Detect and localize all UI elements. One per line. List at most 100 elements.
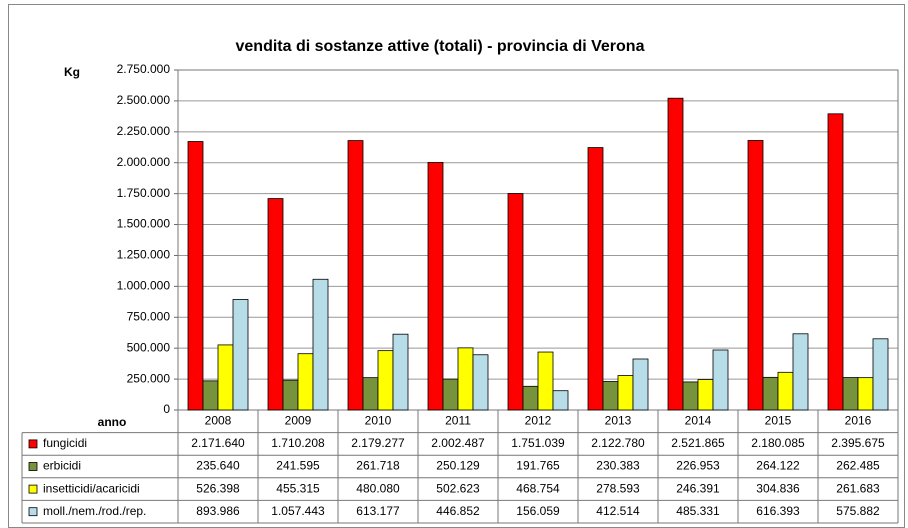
table-cell: 262.485 bbox=[836, 459, 880, 473]
table-cell: 304.836 bbox=[756, 481, 800, 495]
table-cell: 893.986 bbox=[196, 504, 240, 518]
table-cell: 246.391 bbox=[676, 481, 720, 495]
table-cell: 235.640 bbox=[196, 459, 240, 473]
bar bbox=[602, 381, 619, 411]
table-cell: 480.080 bbox=[356, 481, 400, 495]
table-cell: 230.383 bbox=[596, 459, 640, 473]
x-tick-label: 2013 bbox=[605, 413, 632, 427]
table-cell: 2.171.640 bbox=[191, 436, 245, 450]
bar bbox=[777, 371, 794, 411]
bar bbox=[587, 147, 604, 411]
table-cell: 2.521.865 bbox=[671, 436, 725, 450]
x-tick-label: 2011 bbox=[445, 413, 471, 427]
table-cell: 156.059 bbox=[516, 504, 560, 518]
bar bbox=[792, 333, 809, 411]
bar bbox=[762, 376, 779, 411]
table-cell: 226.953 bbox=[676, 459, 720, 473]
x-tick-label: 2012 bbox=[525, 413, 552, 427]
table-cell: 412.514 bbox=[596, 504, 640, 518]
table-cell: 250.129 bbox=[436, 459, 480, 473]
bar bbox=[232, 299, 249, 411]
table-cell: 264.122 bbox=[756, 459, 800, 473]
bar bbox=[457, 347, 474, 411]
bar bbox=[667, 97, 684, 411]
bar bbox=[632, 358, 649, 411]
bar bbox=[362, 377, 379, 411]
x-tick-label: 2015 bbox=[765, 413, 792, 427]
y-tick-label: 1.000.000 bbox=[117, 279, 171, 293]
table-cell: 1.710.208 bbox=[271, 436, 325, 450]
bar bbox=[377, 350, 394, 411]
bar bbox=[347, 140, 364, 411]
y-tick-label: 1.250.000 bbox=[117, 248, 171, 262]
bar bbox=[472, 354, 489, 411]
bar bbox=[537, 351, 554, 411]
bar bbox=[842, 377, 859, 411]
bar bbox=[507, 193, 524, 411]
table-cell: 613.177 bbox=[356, 504, 400, 518]
table-cell: 455.315 bbox=[276, 481, 320, 495]
y-tick-label: 2.750.000 bbox=[117, 62, 171, 76]
y-tick-label: 2.250.000 bbox=[117, 124, 171, 138]
bar bbox=[747, 140, 764, 411]
bar bbox=[617, 375, 634, 411]
table-cell: 2.179.277 bbox=[351, 436, 405, 450]
chart-title: vendita di sostanze attive (totali) - pr… bbox=[236, 38, 645, 55]
table-cell: 616.393 bbox=[756, 504, 800, 518]
table-cell: 526.398 bbox=[196, 481, 240, 495]
table-cell: 502.623 bbox=[436, 481, 480, 495]
bar bbox=[267, 198, 284, 411]
bar bbox=[522, 385, 539, 411]
bar bbox=[217, 344, 234, 411]
legend-swatch bbox=[28, 484, 38, 494]
table-cell: 446.852 bbox=[436, 504, 480, 518]
bar bbox=[827, 113, 844, 411]
table-cell: 2.122.780 bbox=[591, 436, 645, 450]
x-tick-label: 2016 bbox=[845, 413, 872, 427]
legend-swatch bbox=[28, 507, 38, 517]
table-cell: 2.002.487 bbox=[431, 436, 485, 450]
bar bbox=[312, 278, 329, 411]
bar bbox=[392, 333, 409, 411]
legend-swatch bbox=[28, 439, 38, 449]
bar bbox=[682, 381, 699, 411]
bar bbox=[297, 353, 314, 411]
bar bbox=[187, 141, 204, 411]
x-tick-label: 2014 bbox=[685, 413, 712, 427]
bar bbox=[697, 379, 714, 411]
table-cell: 241.595 bbox=[276, 459, 320, 473]
legend-label: fungicidi bbox=[43, 436, 87, 450]
legend-swatch bbox=[28, 462, 38, 471]
y-tick-label: 500.000 bbox=[127, 340, 171, 354]
bar bbox=[712, 349, 729, 411]
table-cell: 2.180.085 bbox=[751, 436, 805, 450]
x-tick-label: 2010 bbox=[365, 413, 392, 427]
table-cell: 191.765 bbox=[516, 459, 560, 473]
table-cell: 261.683 bbox=[836, 481, 880, 495]
legend-label: moll./nem./rod./rep. bbox=[43, 504, 146, 518]
legend-label: erbicidi bbox=[43, 459, 81, 473]
table-cell: 1.751.039 bbox=[511, 436, 565, 450]
x-axis-label: anno bbox=[98, 415, 127, 429]
x-tick-label: 2008 bbox=[205, 413, 232, 427]
table-cell: 485.331 bbox=[676, 504, 720, 518]
table-cell: 1.057.443 bbox=[271, 504, 325, 518]
bar bbox=[282, 379, 299, 411]
y-axis-label: Kg bbox=[64, 65, 80, 79]
x-tick-label: 2009 bbox=[285, 413, 312, 427]
table-cell: 261.718 bbox=[356, 459, 400, 473]
bar bbox=[202, 380, 219, 411]
y-tick-label: 2.000.000 bbox=[117, 155, 171, 169]
y-tick-label: 2.500.000 bbox=[117, 93, 171, 107]
y-tick-label: 1.500.000 bbox=[117, 217, 171, 231]
bar bbox=[857, 377, 874, 411]
legend-label: insetticidi/acaricidi bbox=[43, 481, 140, 495]
y-tick-label: 250.000 bbox=[127, 371, 171, 385]
y-tick-label: 750.000 bbox=[127, 309, 171, 323]
table-cell: 2.395.675 bbox=[831, 436, 885, 450]
table-cell: 575.882 bbox=[836, 504, 880, 518]
bar bbox=[442, 378, 459, 411]
table-cell: 468.754 bbox=[516, 481, 560, 495]
y-tick-label: 1.750.000 bbox=[117, 186, 171, 200]
